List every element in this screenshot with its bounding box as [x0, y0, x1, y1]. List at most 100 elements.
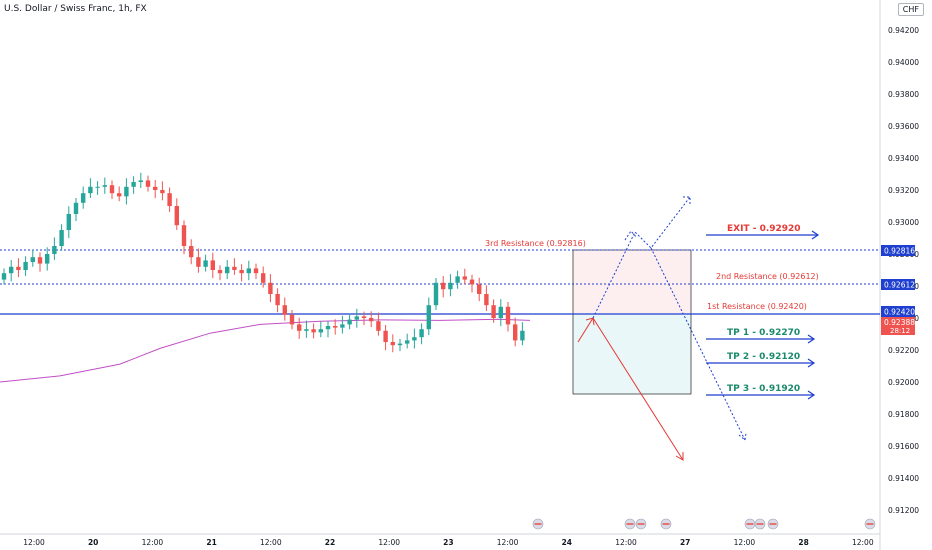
candle [253, 263, 259, 280]
x-tick-label: 27 [680, 538, 690, 547]
y-tick-label: 0.93200 [888, 186, 919, 195]
exit-label: EXIT - 0.92920 [727, 224, 801, 234]
resistance-2-label: 2nd Resistance (0.92612) [716, 272, 819, 281]
tp1-label: TP 1 - 0.92270 [727, 328, 800, 338]
candle [311, 323, 316, 339]
candle [117, 186, 122, 202]
candle [196, 248, 201, 273]
candle [217, 265, 223, 281]
currency-button[interactable]: CHF [897, 3, 924, 16]
candle [433, 278, 439, 310]
resistance-1-label: 1st Resistance (0.92420) [707, 302, 807, 311]
y-tick-label: 0.91800 [888, 410, 919, 419]
candle [340, 315, 345, 334]
svg-text:0.92612: 0.92612 [884, 281, 915, 290]
x-tick-label: 23 [443, 538, 453, 547]
us-flag-stripe [866, 523, 874, 525]
y-tick-label: 0.91400 [888, 474, 919, 483]
candle [189, 239, 194, 265]
candle [354, 308, 359, 328]
x-tick-label: 12:00 [260, 538, 282, 547]
x-tick-label: 12:00 [497, 538, 519, 547]
us-flag-stripe [637, 523, 645, 525]
candle [318, 321, 323, 338]
y-tick-label: 0.92200 [888, 346, 919, 355]
us-flag-stripe [662, 523, 670, 525]
candle [52, 237, 57, 260]
x-tick-label: 12:00 [23, 538, 45, 547]
bearish-projection-arrow [577, 317, 684, 461]
svg-text:28:12: 28:12 [890, 327, 910, 335]
x-tick-label: 12:00 [615, 538, 637, 547]
us-flag-stripe [756, 523, 764, 525]
price-tag-r3: 0.92816 [881, 245, 915, 256]
candle [325, 321, 331, 338]
us-flag-stripe [769, 523, 777, 525]
candle [369, 311, 374, 328]
candle [383, 325, 388, 351]
candle [390, 334, 395, 353]
candle [160, 181, 165, 201]
candle [37, 252, 43, 272]
x-tick-label: 22 [325, 538, 335, 547]
candle [145, 175, 151, 192]
tp1-target: TP 1 - 0.92270 [706, 328, 816, 344]
candle [88, 178, 93, 198]
stop-loss-zone [572, 249, 692, 315]
svg-text:0.92816: 0.92816 [884, 247, 915, 256]
candle [412, 328, 417, 349]
candle [376, 312, 381, 336]
candle [102, 177, 107, 194]
candle [520, 322, 525, 346]
candle [131, 176, 136, 194]
candle [181, 220, 187, 255]
candle [491, 299, 496, 323]
plot-area[interactable] [0, 0, 880, 534]
candle [138, 172, 143, 188]
candle [505, 302, 511, 332]
exit-projection-path [650, 247, 747, 441]
y-tick-label: 0.91600 [888, 442, 919, 451]
candle [246, 260, 251, 281]
time-axis[interactable]: 12:00 20 12:00 21 12:00 22 12:00 23 12:00 24 12:00… [23, 538, 874, 547]
economic-events[interactable] [532, 518, 876, 530]
candle [153, 180, 158, 199]
y-tick-label: 0.93000 [888, 218, 919, 227]
moving-average-line [0, 318, 531, 383]
candle [448, 274, 453, 297]
candle [275, 288, 280, 313]
exit-target: EXIT - 0.92920 [706, 224, 820, 240]
candle [167, 187, 172, 212]
candle [30, 249, 35, 267]
y-tick-label: 0.93400 [888, 154, 919, 163]
candle [174, 198, 179, 230]
tp3-label: TP 3 - 0.91920 [727, 384, 800, 394]
price-axis[interactable]: 0.94200 0.94000 0.93800 0.93600 0.93400 0.932… [888, 26, 919, 515]
x-tick-label: 21 [206, 538, 216, 547]
us-flag-stripe [626, 523, 634, 525]
candle [95, 181, 100, 195]
svg-text:0.92388: 0.92388 [884, 318, 915, 327]
take-profit-zone [572, 313, 692, 395]
tp3-target: TP 3 - 0.91920 [706, 384, 816, 400]
chart-title: U.S. Dollar / Swiss Franc, 1h, FX [4, 4, 147, 14]
candle [498, 299, 503, 327]
candle [9, 260, 14, 282]
price-tag-r2: 0.92612 [881, 279, 915, 290]
candle [441, 276, 446, 298]
candle [347, 313, 352, 330]
candle [513, 317, 518, 347]
candle [289, 310, 295, 330]
candle [397, 338, 403, 352]
us-flag-stripe [746, 523, 754, 525]
x-tick-label: 12:00 [852, 538, 874, 547]
candle [210, 252, 215, 279]
x-tick-label: 12:00 [142, 538, 164, 547]
x-tick-label: 12:00 [734, 538, 756, 547]
candle [419, 323, 424, 345]
candle [239, 264, 244, 282]
candle [297, 317, 302, 339]
tp2-target: TP 2 - 0.92120 [706, 352, 816, 368]
y-tick-label: 0.94000 [888, 58, 919, 67]
